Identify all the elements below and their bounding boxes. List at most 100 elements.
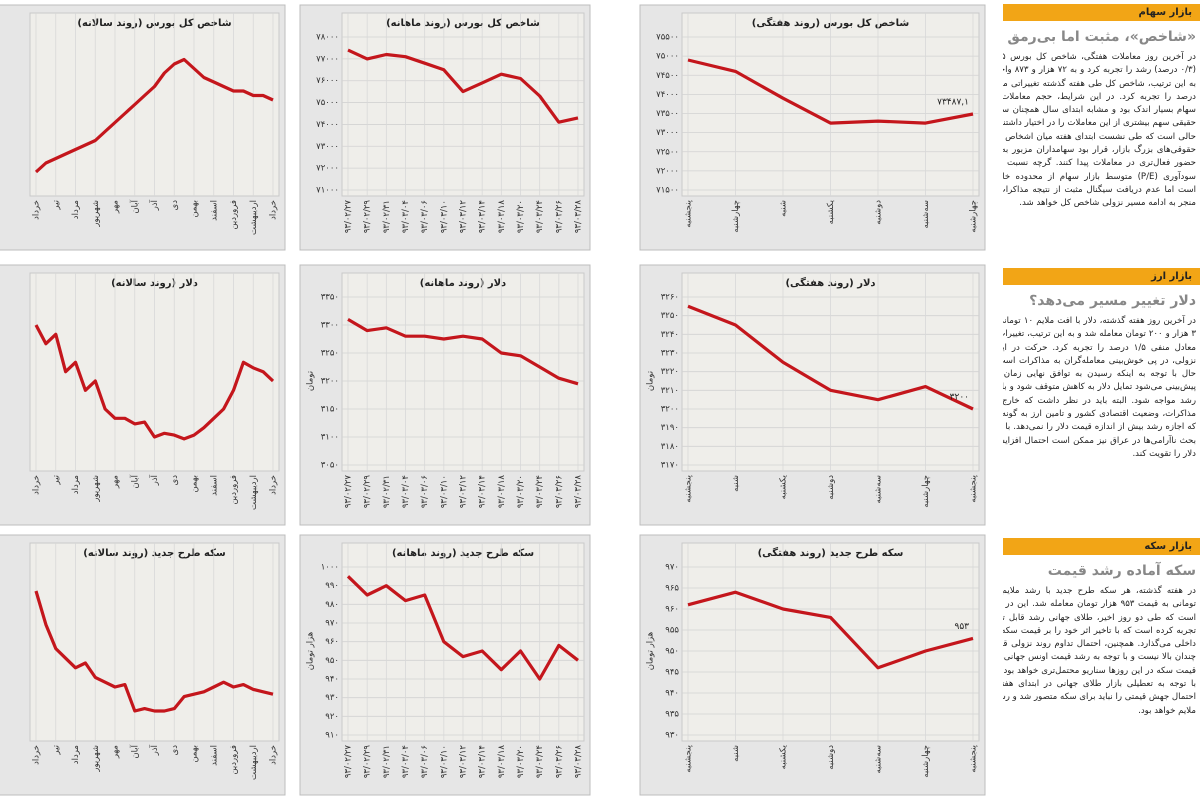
y-tick-label: ۳۰۵۰ — [321, 461, 339, 471]
x-tick-label: دوشنبه — [826, 475, 836, 500]
value-label: ۷۳۴۸۷,۱ — [937, 97, 969, 107]
x-tick-label: ۹۳/۰۳/۱۴ — [478, 475, 488, 508]
x-tick-label: اردیبهشت — [249, 200, 259, 235]
y-tick-label: ۷۴۰۰۰ — [656, 90, 679, 100]
x-tick-label: ۹۳/۰۳/۲۴ — [535, 200, 545, 233]
x-tick-label: دی — [170, 200, 180, 211]
x-tick-label: ۹۳/۰۳/۲۸ — [574, 745, 584, 779]
x-tick-label: یکشنبه — [779, 474, 789, 499]
x-tick-label: ۹۳/۰۳/۱۴ — [478, 200, 488, 233]
x-tick-label: خرداد — [269, 745, 279, 765]
x-tick-label: ۹۳/۰۳/۰۶ — [420, 475, 430, 508]
headline: دلار تغییر مسیر می‌دهد؟ — [1029, 293, 1196, 309]
x-tick-label: اسفند — [209, 200, 219, 221]
y-tick-label: ۷۵۰۰۰ — [316, 98, 339, 108]
y-tick-label: ۷۲۰۰۰ — [316, 164, 339, 174]
data-line — [687, 58, 974, 125]
y-tick-label: ۱۰۰۰ — [321, 563, 339, 573]
y-tick-label: ۳۲۵۰ — [321, 349, 339, 359]
x-tick-label: ۹۳/۰۳/۲۸ — [574, 475, 584, 509]
y-tick-label: ۷۷۰۰۰ — [316, 54, 339, 64]
x-tick-label: ۹۳/۰۳/۱۸ — [497, 200, 507, 234]
data-line — [347, 48, 579, 124]
y-tick-label: ۷۶۰۰۰ — [316, 76, 339, 86]
x-tick-label: شهریور — [91, 745, 101, 773]
value-label: ۳۲۰۰ — [950, 393, 969, 403]
x-tick-label: فروردین — [229, 745, 239, 775]
x-tick-label: آذر — [148, 474, 160, 486]
x-tick-label: مرداد — [71, 745, 81, 764]
y-tick-label: ۷۸۰۰۰ — [316, 33, 339, 43]
x-tick-label: مرداد — [71, 200, 81, 219]
x-tick-label: خرداد — [32, 745, 42, 765]
y-tick-label: ۹۴۰ — [665, 689, 679, 699]
y-tick-label: ۹۳۰ — [665, 731, 679, 741]
y-tick-label: ۳۲۵۰ — [661, 311, 679, 321]
y-tick-label: ۷۴۰۰۰ — [316, 120, 339, 130]
x-tick-label: ۹۳/۰۳/۲۶ — [554, 200, 564, 233]
x-tick-label: ۹۳/۰۲/۲۷ — [344, 200, 354, 234]
x-tick-label: ۹۳/۰۲/۲۹ — [363, 200, 373, 234]
x-tick-label: دوشنبه — [874, 200, 884, 225]
y-tick-label: ۷۲۰۰۰ — [656, 166, 679, 176]
x-tick-label: ۹۳/۰۳/۰۶ — [420, 200, 430, 233]
y-tick-label: ۹۳۰ — [325, 693, 339, 703]
y-tick-label: ۳۱۰۰ — [321, 433, 339, 443]
data-line — [347, 318, 579, 386]
x-tick-label: ۹۳/۰۳/۱۲ — [459, 475, 469, 509]
coin-section: بازار سکه سکه آماده رشد قیمت در هفته گذش… — [1003, 538, 1200, 798]
y-tick-label: ۹۶۵ — [665, 584, 679, 594]
x-tick-label: دی — [170, 475, 180, 486]
x-tick-label: اسفند — [209, 745, 219, 766]
data-line — [346, 575, 579, 681]
x-tick-label: ۹۳/۰۲/۳۱ — [382, 200, 392, 233]
x-tick-label: شنبه — [731, 475, 741, 492]
x-tick-label: یکشنبه — [826, 199, 836, 224]
y-axis-label: تومان — [306, 370, 316, 391]
x-tick-label: ۹۳/۰۳/۲۰ — [516, 475, 526, 508]
x-tick-label: ۹۳/۰۳/۲۶ — [554, 475, 564, 508]
y-tick-label: ۳۱۹۰ — [661, 423, 679, 433]
x-tick-label: ۹۳/۰۲/۲۹ — [363, 475, 373, 509]
x-tick-label: ۹۳/۰۳/۲۰ — [516, 745, 526, 778]
x-tick-label: سه‌شنبه — [874, 475, 884, 504]
x-tick-label: اردیبهشت — [249, 745, 259, 780]
x-tick-label: پنجشنبه — [684, 474, 694, 502]
x-tick-label: آذر — [148, 199, 160, 211]
body-text: در آخرین روز معاملات هفتگی، شاخص کل بورس… — [1003, 52, 1196, 209]
x-tick-label: چهارشنبه — [969, 200, 979, 233]
y-tick-label: ۷۱۰۰۰ — [316, 186, 339, 196]
x-tick-label: خرداد — [269, 475, 279, 495]
x-tick-label: شنبه — [779, 200, 789, 217]
y-tick-label: ۷۵۵۰۰ — [656, 33, 679, 43]
y-tick-label: ۹۷۰ — [325, 619, 339, 629]
x-tick-label: شهریور — [91, 475, 101, 503]
y-tick-label: ۳۲۱۰ — [661, 386, 679, 396]
x-tick-label: آذر — [148, 744, 160, 756]
x-tick-label: چهارشنبه — [921, 475, 931, 508]
y-tick-label: ۹۵۵ — [665, 626, 679, 636]
x-tick-label: مهر — [111, 745, 121, 759]
y-axis-label: هزار تومان — [646, 632, 656, 670]
x-tick-label: ۹۳/۰۳/۱۰ — [439, 475, 449, 508]
x-tick-label: اردیبهشت — [249, 475, 259, 510]
value-label: ۹۵۳ — [954, 622, 969, 632]
headline: سکه آماده رشد قیمت — [1047, 563, 1196, 579]
x-tick-label: پنجشنبه — [969, 474, 979, 502]
x-tick-label: ۹۳/۰۳/۲۰ — [516, 200, 526, 233]
y-axis-label: هزار تومان — [306, 632, 316, 670]
y-tick-label: ۷۲۵۰۰ — [656, 147, 679, 157]
y-tick-label: ۳۲۰۰ — [661, 405, 679, 415]
x-tick-label: تیر — [51, 744, 61, 755]
y-tick-label: ۹۵۰ — [665, 647, 679, 657]
y-tick-label: ۷۵۰۰۰ — [656, 52, 679, 62]
x-tick-label: خرداد — [32, 475, 42, 495]
y-tick-label: ۹۶۰ — [325, 637, 339, 647]
y-tick-label: ۳۲۴۰ — [661, 330, 679, 340]
x-tick-label: مرداد — [71, 475, 81, 494]
x-tick-label: پنجشنبه — [969, 744, 979, 772]
x-tick-label: چهارشنبه — [921, 745, 931, 778]
y-tick-label: ۳۲۰۰ — [321, 377, 339, 387]
x-tick-label: بهمن — [190, 200, 200, 218]
